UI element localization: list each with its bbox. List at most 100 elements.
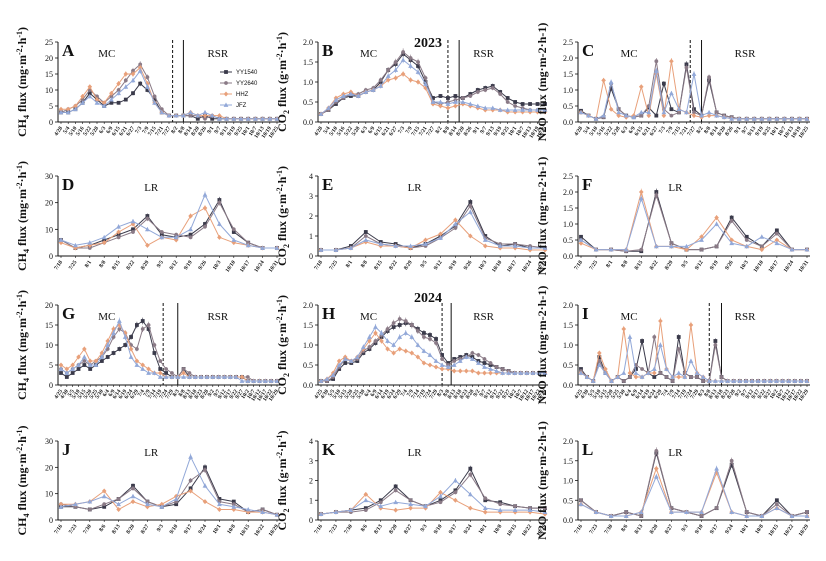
x-tick-label: 6/14 (635, 389, 646, 401)
series-JFZ (318, 323, 548, 383)
y-tick-label: 25 (45, 38, 53, 47)
data-point (99, 354, 105, 359)
data-point (542, 509, 548, 514)
x-tick-label: 8/13 (708, 389, 719, 401)
data-point (159, 232, 164, 237)
data-point (639, 247, 644, 252)
x-tick-label: 8/3 (436, 389, 445, 398)
data-point (527, 245, 533, 250)
x-tick-label: 7/21 (418, 126, 429, 138)
data-point (87, 240, 93, 245)
data-point (245, 242, 251, 248)
data-point (714, 110, 719, 115)
x-tick-label: 5/4 (62, 126, 71, 135)
x-tick-label: 6/15 (373, 126, 384, 138)
x-tick-label: 8/1 (84, 260, 93, 269)
data-point (145, 501, 150, 507)
x-tick-label: 9/17 (223, 389, 234, 401)
data-point (423, 81, 428, 86)
x-tick-label: 4/25 (314, 389, 325, 401)
data-point (80, 93, 85, 99)
x-tick-label: 4/30 (580, 389, 591, 401)
series-line (580, 60, 807, 120)
data-point (578, 501, 584, 507)
data-point (512, 507, 518, 513)
data-point (430, 99, 436, 104)
data-point (409, 334, 415, 339)
x-tick-label: 8/8 (98, 260, 107, 269)
series-line (60, 320, 277, 382)
data-point (188, 235, 193, 240)
data-point (774, 505, 780, 511)
x-tick-label: 5/28 (611, 126, 622, 138)
data-point (744, 510, 749, 514)
data-point (105, 355, 110, 359)
x-tick-label: 7/27 (426, 126, 437, 138)
data-point (494, 365, 499, 369)
x-tick-label: 7/16 (314, 524, 325, 536)
data-point (676, 335, 681, 339)
data-point (333, 247, 339, 252)
data-point (638, 195, 644, 201)
data-point (482, 509, 488, 515)
x-tick-label: 7/27 (162, 126, 173, 138)
data-point (468, 472, 473, 477)
x-tick-label: 4/30 (59, 389, 70, 401)
legend-label: HHZ (236, 92, 249, 98)
data-point (719, 378, 724, 383)
x-tick-label: 10/1 (478, 524, 489, 536)
x-tick-label: 5/10 (71, 389, 82, 401)
data-point (512, 370, 518, 375)
data-point (101, 234, 107, 240)
panel-letter: L (582, 440, 593, 459)
data-point (427, 352, 433, 357)
series-HHZ (318, 330, 548, 384)
data-point (391, 321, 396, 325)
series-YY2640 (579, 334, 809, 383)
x-tick-label: 5/15 (338, 389, 349, 401)
series-HHZ (58, 205, 280, 251)
data-point (475, 103, 481, 108)
data-point (403, 319, 408, 323)
series-line (60, 469, 278, 516)
x-tick-label: 8/20 (126, 524, 137, 536)
panel-letter: C (582, 41, 594, 60)
data-point (633, 370, 639, 375)
series-JFZ (58, 191, 280, 250)
data-point (159, 230, 164, 234)
data-point (363, 237, 369, 242)
data-point (274, 245, 280, 250)
data-point (217, 501, 222, 507)
x-tick-label: 8/20 (649, 524, 660, 536)
x-tick-label: 7/30 (343, 524, 354, 536)
data-point (209, 113, 215, 118)
data-point (216, 374, 222, 379)
series-line (320, 73, 545, 115)
y-tick-label: 1.0 (563, 86, 573, 95)
data-point (527, 109, 533, 115)
data-point (87, 84, 93, 90)
data-point (58, 362, 64, 368)
data-point (408, 498, 413, 503)
data-point (498, 502, 503, 507)
x-tick-label: 8/13 (634, 524, 645, 536)
data-point (145, 499, 150, 504)
data-point (498, 500, 503, 505)
y-axis-label: CO2​ flux (g·m-2​·h-1​) (275, 32, 291, 132)
data-point (438, 94, 443, 98)
data-point (217, 221, 222, 226)
data-point (524, 370, 530, 375)
data-point (608, 513, 614, 518)
data-point (140, 366, 146, 371)
y-tick-label: 0.5 (563, 236, 573, 245)
y-tick-label: 1.5 (303, 321, 313, 330)
data-point (653, 68, 659, 73)
data-point (453, 94, 458, 98)
data-point (58, 501, 64, 507)
data-point (128, 346, 134, 352)
data-point (59, 371, 63, 375)
data-point (646, 109, 652, 115)
data-point (385, 346, 390, 352)
x-tick-label: 9/12 (483, 389, 494, 401)
data-point (222, 374, 227, 379)
